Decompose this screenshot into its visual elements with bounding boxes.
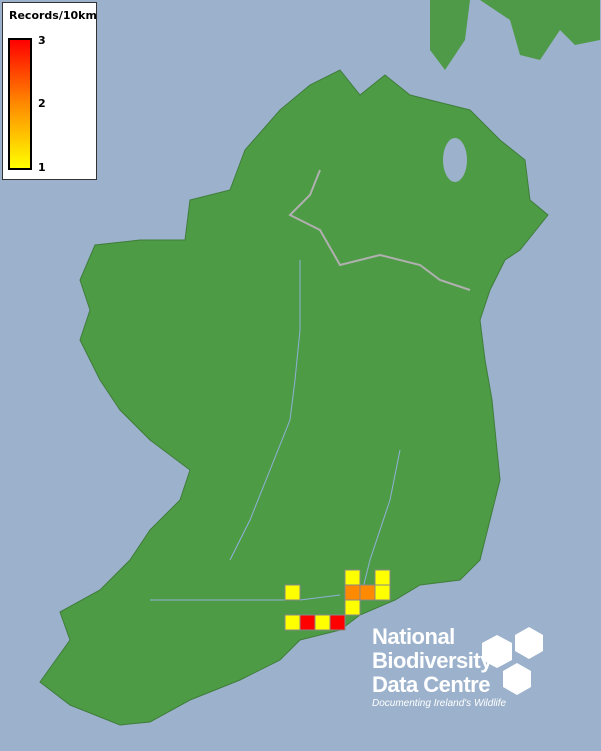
record-cell [374, 584, 391, 601]
record-cell [344, 599, 361, 616]
river [229, 260, 301, 561]
record-cell [314, 614, 331, 631]
lough-neagh [443, 138, 467, 182]
scotland-island [430, 0, 470, 70]
record-cell [284, 584, 301, 601]
record-cell [359, 584, 376, 601]
legend-max: 3 [38, 34, 46, 47]
logo-tagline: Documenting Ireland's Wildlife [372, 698, 507, 709]
legend-mid: 2 [38, 97, 46, 110]
legend-color-bar [8, 38, 32, 170]
northern-ireland-border [288, 169, 471, 291]
record-cell [329, 614, 346, 631]
legend: Records/10km 3 2 1 [2, 2, 97, 180]
river [359, 449, 401, 601]
record-cell [344, 569, 361, 586]
record-grid [284, 569, 391, 631]
legend-title: Records/10km [9, 9, 97, 22]
nbdc-logo: National Biodiversity Data Centre Docume… [372, 624, 543, 709]
record-cell [374, 569, 391, 586]
ireland-landmass [39, 69, 549, 726]
logo-line1: National [372, 624, 455, 649]
record-cell [344, 584, 361, 601]
butterfly-logo-icon [482, 627, 543, 695]
logo-line3: Data Centre [372, 672, 490, 697]
record-cell [299, 614, 316, 631]
scotland-landmass [480, 0, 600, 60]
legend-min: 1 [38, 161, 46, 174]
logo-line2: Biodiversity [372, 648, 492, 673]
record-cell [284, 614, 301, 631]
river [150, 594, 341, 601]
